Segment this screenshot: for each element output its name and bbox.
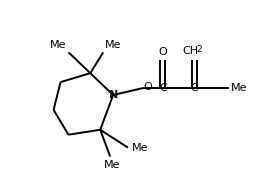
Text: N: N (108, 90, 118, 100)
Text: C: C (159, 83, 167, 93)
Text: CH: CH (183, 46, 199, 56)
Text: Me: Me (104, 161, 120, 170)
Text: Me: Me (132, 143, 148, 153)
Text: 2: 2 (197, 45, 202, 54)
Text: O: O (158, 47, 167, 57)
Text: Me: Me (231, 83, 248, 93)
Text: O: O (144, 82, 152, 92)
Text: Me: Me (50, 40, 67, 50)
Text: C: C (191, 83, 198, 93)
Text: Me: Me (105, 40, 121, 50)
